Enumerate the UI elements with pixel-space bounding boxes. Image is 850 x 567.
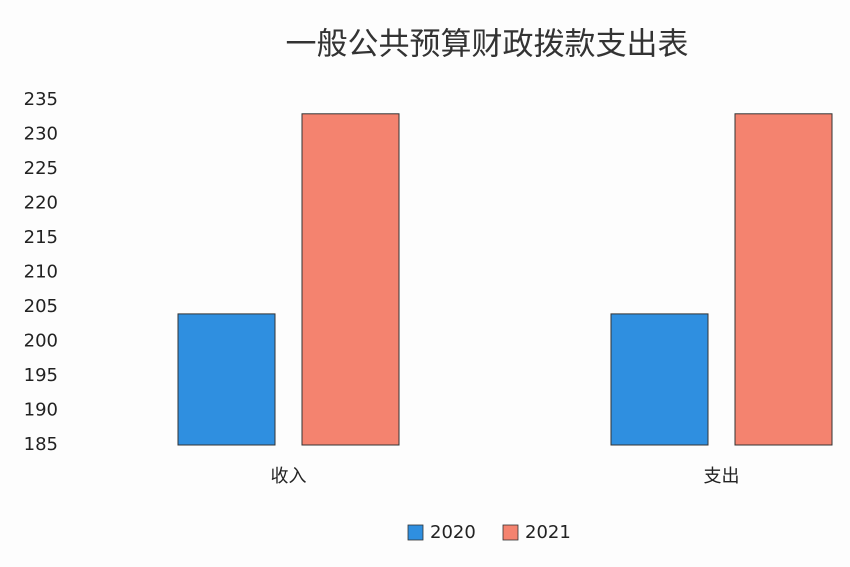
chart-title: 一般公共预算财政拨款支出表: [286, 27, 689, 63]
y-tick-label: 200: [24, 331, 58, 352]
bar: [301, 113, 400, 446]
bar: [177, 313, 276, 446]
y-tick-label: 225: [24, 158, 58, 179]
x-tick-label: 支出: [704, 466, 740, 487]
bar: [734, 113, 833, 446]
y-tick-label: 205: [24, 296, 58, 317]
y-tick-label: 195: [24, 365, 58, 386]
y-tick-label: 230: [24, 124, 58, 145]
y-tick-label: 220: [24, 193, 58, 214]
legend-swatch: [502, 524, 519, 541]
y-tick-label: 185: [24, 434, 58, 455]
legend-label: 2021: [525, 522, 571, 543]
y-tick-label: 215: [24, 227, 58, 248]
y-tick-label: 190: [24, 400, 58, 421]
y-tick-label: 235: [24, 89, 58, 110]
x-tick-label: 收入: [271, 466, 307, 487]
legend-swatch: [407, 524, 424, 541]
bar: [610, 313, 709, 446]
legend-label: 2020: [430, 522, 476, 543]
y-tick-label: 210: [24, 262, 58, 283]
